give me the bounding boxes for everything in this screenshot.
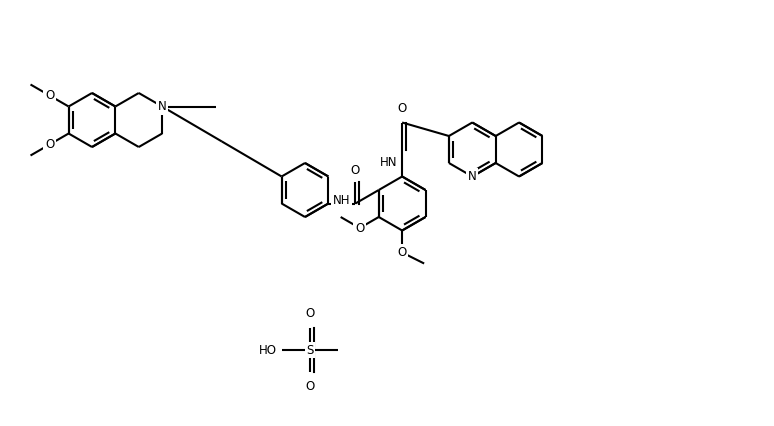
Text: O: O xyxy=(355,222,365,234)
Text: HO: HO xyxy=(259,343,277,357)
Text: N: N xyxy=(468,170,477,183)
Text: O: O xyxy=(306,307,314,320)
Text: O: O xyxy=(351,164,360,176)
Text: N: N xyxy=(158,100,166,113)
Text: NH: NH xyxy=(333,195,351,207)
Text: O: O xyxy=(398,246,407,259)
Text: O: O xyxy=(398,101,407,115)
Text: O: O xyxy=(45,89,54,102)
Text: O: O xyxy=(45,138,54,151)
Text: O: O xyxy=(306,380,314,393)
Text: S: S xyxy=(307,343,313,357)
Text: HN: HN xyxy=(380,156,397,170)
